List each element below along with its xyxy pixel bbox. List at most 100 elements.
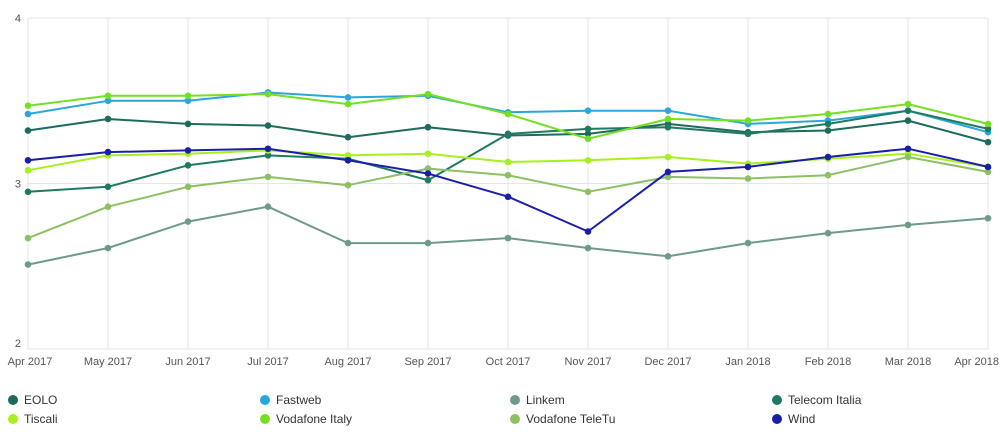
data-point[interactable] (984, 214, 992, 222)
data-point[interactable] (584, 125, 592, 133)
x-tick-label: Feb 2018 (805, 356, 851, 368)
data-point[interactable] (24, 110, 32, 118)
data-point[interactable] (904, 145, 912, 153)
data-point[interactable] (904, 117, 912, 124)
x-tick-label: Dec 2017 (644, 356, 691, 368)
data-point[interactable] (104, 92, 112, 100)
data-point[interactable] (824, 120, 832, 128)
data-point[interactable] (24, 127, 32, 134)
data-point[interactable] (424, 90, 432, 98)
data-point[interactable] (824, 153, 832, 161)
data-point[interactable] (504, 193, 512, 201)
legend-item[interactable]: Telecom Italia (772, 392, 861, 408)
legend-item[interactable]: Vodafone TeleTu (510, 411, 615, 427)
data-point[interactable] (664, 173, 672, 181)
data-point[interactable] (504, 171, 512, 179)
legend: EOLO Fastweb Linkem Telecom Italia Tiscali Vo… (0, 392, 1000, 432)
data-point[interactable] (904, 221, 912, 229)
data-point[interactable] (184, 161, 192, 169)
data-point[interactable] (744, 163, 752, 171)
data-point[interactable] (344, 239, 352, 247)
data-point[interactable] (664, 115, 672, 123)
data-point[interactable] (184, 183, 192, 191)
data-point[interactable] (344, 181, 352, 189)
data-point[interactable] (584, 130, 592, 138)
legend-item[interactable]: EOLO (8, 392, 57, 408)
data-point[interactable] (184, 218, 192, 225)
data-point[interactable] (424, 239, 432, 247)
data-point[interactable] (824, 171, 832, 179)
data-point[interactable] (104, 183, 112, 191)
data-point[interactable] (984, 138, 992, 146)
data-point[interactable] (984, 120, 992, 128)
data-point[interactable] (104, 244, 112, 252)
data-point[interactable] (264, 203, 272, 210)
data-point[interactable] (264, 90, 272, 98)
data-point[interactable] (424, 165, 432, 172)
data-point[interactable] (984, 163, 992, 171)
data-point[interactable] (744, 117, 752, 124)
data-point[interactable] (504, 130, 512, 138)
data-point[interactable] (104, 148, 112, 156)
data-point[interactable] (344, 152, 352, 159)
data-point[interactable] (584, 188, 592, 196)
data-point[interactable] (264, 145, 272, 153)
data-point[interactable] (24, 102, 32, 110)
data-point[interactable] (984, 125, 992, 133)
data-point[interactable] (824, 229, 832, 237)
data-point[interactable] (424, 176, 432, 184)
data-point[interactable] (904, 153, 912, 161)
data-point[interactable] (504, 158, 512, 166)
data-point[interactable] (344, 133, 352, 141)
data-point[interactable] (24, 234, 32, 242)
data-point[interactable] (584, 157, 592, 164)
data-point[interactable] (424, 123, 432, 131)
data-point[interactable] (824, 127, 832, 134)
data-point[interactable] (344, 157, 352, 164)
data-point[interactable] (264, 152, 272, 159)
data-point[interactable] (584, 107, 592, 114)
x-tick-label: Jun 2017 (165, 356, 210, 368)
data-point[interactable] (424, 170, 432, 177)
data-point[interactable] (504, 110, 512, 118)
data-point[interactable] (184, 92, 192, 100)
data-point[interactable] (24, 157, 32, 164)
data-point[interactable] (184, 120, 192, 128)
data-point[interactable] (744, 130, 752, 138)
data-point[interactable] (664, 253, 672, 260)
data-point[interactable] (824, 110, 832, 118)
data-point[interactable] (584, 244, 592, 252)
legend-item[interactable]: Wind (772, 411, 815, 427)
data-point[interactable] (264, 173, 272, 181)
data-point[interactable] (984, 168, 992, 176)
data-point[interactable] (904, 107, 912, 114)
data-point[interactable] (904, 100, 912, 108)
data-point[interactable] (584, 228, 592, 235)
data-point[interactable] (344, 100, 352, 108)
data-point[interactable] (744, 175, 752, 182)
data-point[interactable] (104, 115, 112, 123)
data-point[interactable] (344, 94, 352, 101)
data-point[interactable] (424, 150, 432, 158)
data-point[interactable] (664, 123, 672, 131)
data-point[interactable] (664, 153, 672, 161)
data-point[interactable] (184, 147, 192, 154)
data-point[interactable] (504, 234, 512, 242)
data-point[interactable] (264, 122, 272, 129)
data-point[interactable] (24, 166, 32, 174)
legend-label: Linkem (526, 393, 565, 407)
data-point[interactable] (584, 135, 592, 143)
data-point[interactable] (104, 203, 112, 210)
data-point[interactable] (744, 239, 752, 247)
data-point[interactable] (104, 97, 112, 105)
legend-item[interactable]: Tiscali (8, 411, 58, 427)
legend-item[interactable]: Linkem (510, 392, 565, 408)
data-point[interactable] (664, 168, 672, 176)
data-point[interactable] (664, 107, 672, 114)
data-point[interactable] (24, 261, 32, 268)
data-point[interactable] (184, 97, 192, 105)
legend-item[interactable]: Vodafone Italy (260, 411, 352, 427)
legend-item[interactable]: Fastweb (260, 392, 321, 408)
data-point[interactable] (24, 188, 32, 196)
